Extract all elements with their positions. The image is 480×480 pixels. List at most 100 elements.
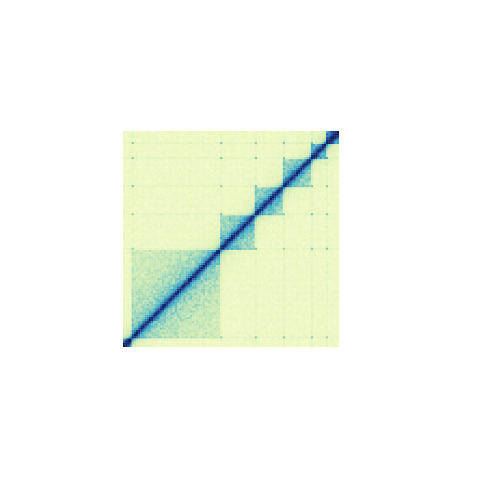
heatmap-cell [198, 290, 201, 294]
heatmap-cell [196, 156, 199, 160]
heatmap-cell [168, 258, 171, 261]
heatmap-cell [211, 297, 214, 300]
heatmap-cell [218, 282, 221, 285]
heatmap-cell [220, 273, 223, 276]
heatmap-cell [166, 213, 169, 216]
heatmap-cell [129, 133, 132, 136]
heatmap-cell [166, 247, 169, 250]
heatmap-cell [151, 334, 154, 337]
heatmap-cell [205, 325, 208, 328]
heatmap-cell [161, 174, 165, 177]
heatmap-cell [177, 137, 180, 140]
heatmap-cell [138, 226, 141, 229]
heatmap-cell [127, 163, 130, 166]
heatmap-cell [177, 288, 180, 291]
heatmap-cell [166, 161, 169, 164]
heatmap-cell [218, 260, 221, 263]
heatmap-cell [181, 187, 184, 190]
heatmap-cell [127, 230, 130, 233]
heatmap-cell [174, 342, 178, 345]
heatmap-cell [125, 308, 128, 311]
heatmap-cell [138, 280, 141, 283]
heatmap-cell [172, 210, 175, 214]
heatmap-cell [170, 161, 173, 164]
heatmap-cell [153, 139, 156, 142]
heatmap-cell [196, 197, 199, 201]
heatmap-cell [205, 338, 208, 341]
heatmap-cell [140, 258, 143, 261]
heatmap-cell [177, 273, 180, 276]
heatmap-cell [125, 161, 128, 164]
heatmap-cell [153, 223, 156, 227]
heatmap-cell [205, 269, 208, 272]
heatmap-cell [153, 308, 156, 311]
heatmap-cell [170, 169, 173, 173]
heatmap-cell [129, 174, 132, 177]
heatmap-cell [161, 180, 165, 183]
heatmap-cell [189, 323, 193, 326]
heatmap-cell [183, 141, 186, 145]
heatmap-cell [148, 137, 152, 140]
heatmap-cell [142, 210, 145, 214]
heatmap-cell [170, 286, 173, 289]
heatmap-cell [179, 200, 182, 203]
heatmap-cell [144, 254, 147, 257]
heatmap-cell [172, 226, 175, 229]
heatmap-cell [123, 327, 126, 330]
heatmap-cell [200, 219, 203, 222]
heatmap-cell [131, 327, 134, 330]
heatmap-cell [192, 223, 195, 227]
heatmap-cell [123, 243, 126, 246]
heatmap-cell [170, 146, 173, 149]
heatmap-cell [140, 217, 143, 220]
heatmap-cell [151, 169, 154, 173]
heatmap-cell [133, 172, 137, 175]
heatmap-cell [166, 146, 169, 149]
heatmap-cell [151, 202, 154, 205]
heatmap-cell [215, 135, 219, 138]
heatmap-cell [226, 161, 229, 164]
heatmap-cell [123, 172, 126, 175]
heatmap-cell [129, 148, 132, 151]
heatmap-cell [213, 230, 216, 233]
heatmap-cell [202, 267, 206, 270]
heatmap-cell [166, 200, 169, 203]
heatmap-cell [181, 148, 184, 151]
heatmap-cell [220, 150, 223, 153]
heatmap-cell [181, 195, 184, 199]
heatmap-cell [153, 135, 156, 138]
heatmap-cell [133, 243, 137, 246]
heatmap-cell [185, 210, 188, 214]
heatmap-cell [194, 316, 197, 319]
heatmap-cell [228, 230, 232, 233]
heatmap-cell [135, 202, 139, 205]
heatmap-cell [135, 176, 139, 179]
heatmap-cell [155, 148, 158, 151]
heatmap-cell [224, 308, 227, 311]
heatmap-cell [181, 154, 184, 157]
heatmap-cell [222, 273, 225, 276]
heatmap-cell [135, 191, 139, 194]
heatmap-cell [218, 210, 221, 214]
heatmap-cell [213, 312, 216, 315]
heatmap-cell [131, 172, 134, 175]
heatmap-cell [202, 275, 206, 278]
heatmap-cell [218, 137, 221, 140]
heatmap-cell [131, 159, 134, 162]
heatmap-cell [224, 135, 227, 138]
heatmap-cell [157, 264, 160, 268]
heatmap-cell [144, 295, 147, 298]
heatmap-cell [179, 178, 182, 181]
heatmap-cell [148, 217, 152, 220]
heatmap-cell [222, 206, 225, 209]
heatmap-cell [218, 234, 221, 237]
heatmap-cell [177, 195, 180, 199]
heatmap-cell [144, 277, 147, 281]
heatmap-cell [185, 228, 188, 231]
heatmap-cell [226, 342, 229, 345]
heatmap-cell [202, 336, 206, 339]
heatmap-cell [144, 137, 147, 140]
heatmap-cell [133, 139, 137, 142]
heatmap-cell [127, 277, 130, 281]
heatmap-cell [172, 338, 175, 341]
